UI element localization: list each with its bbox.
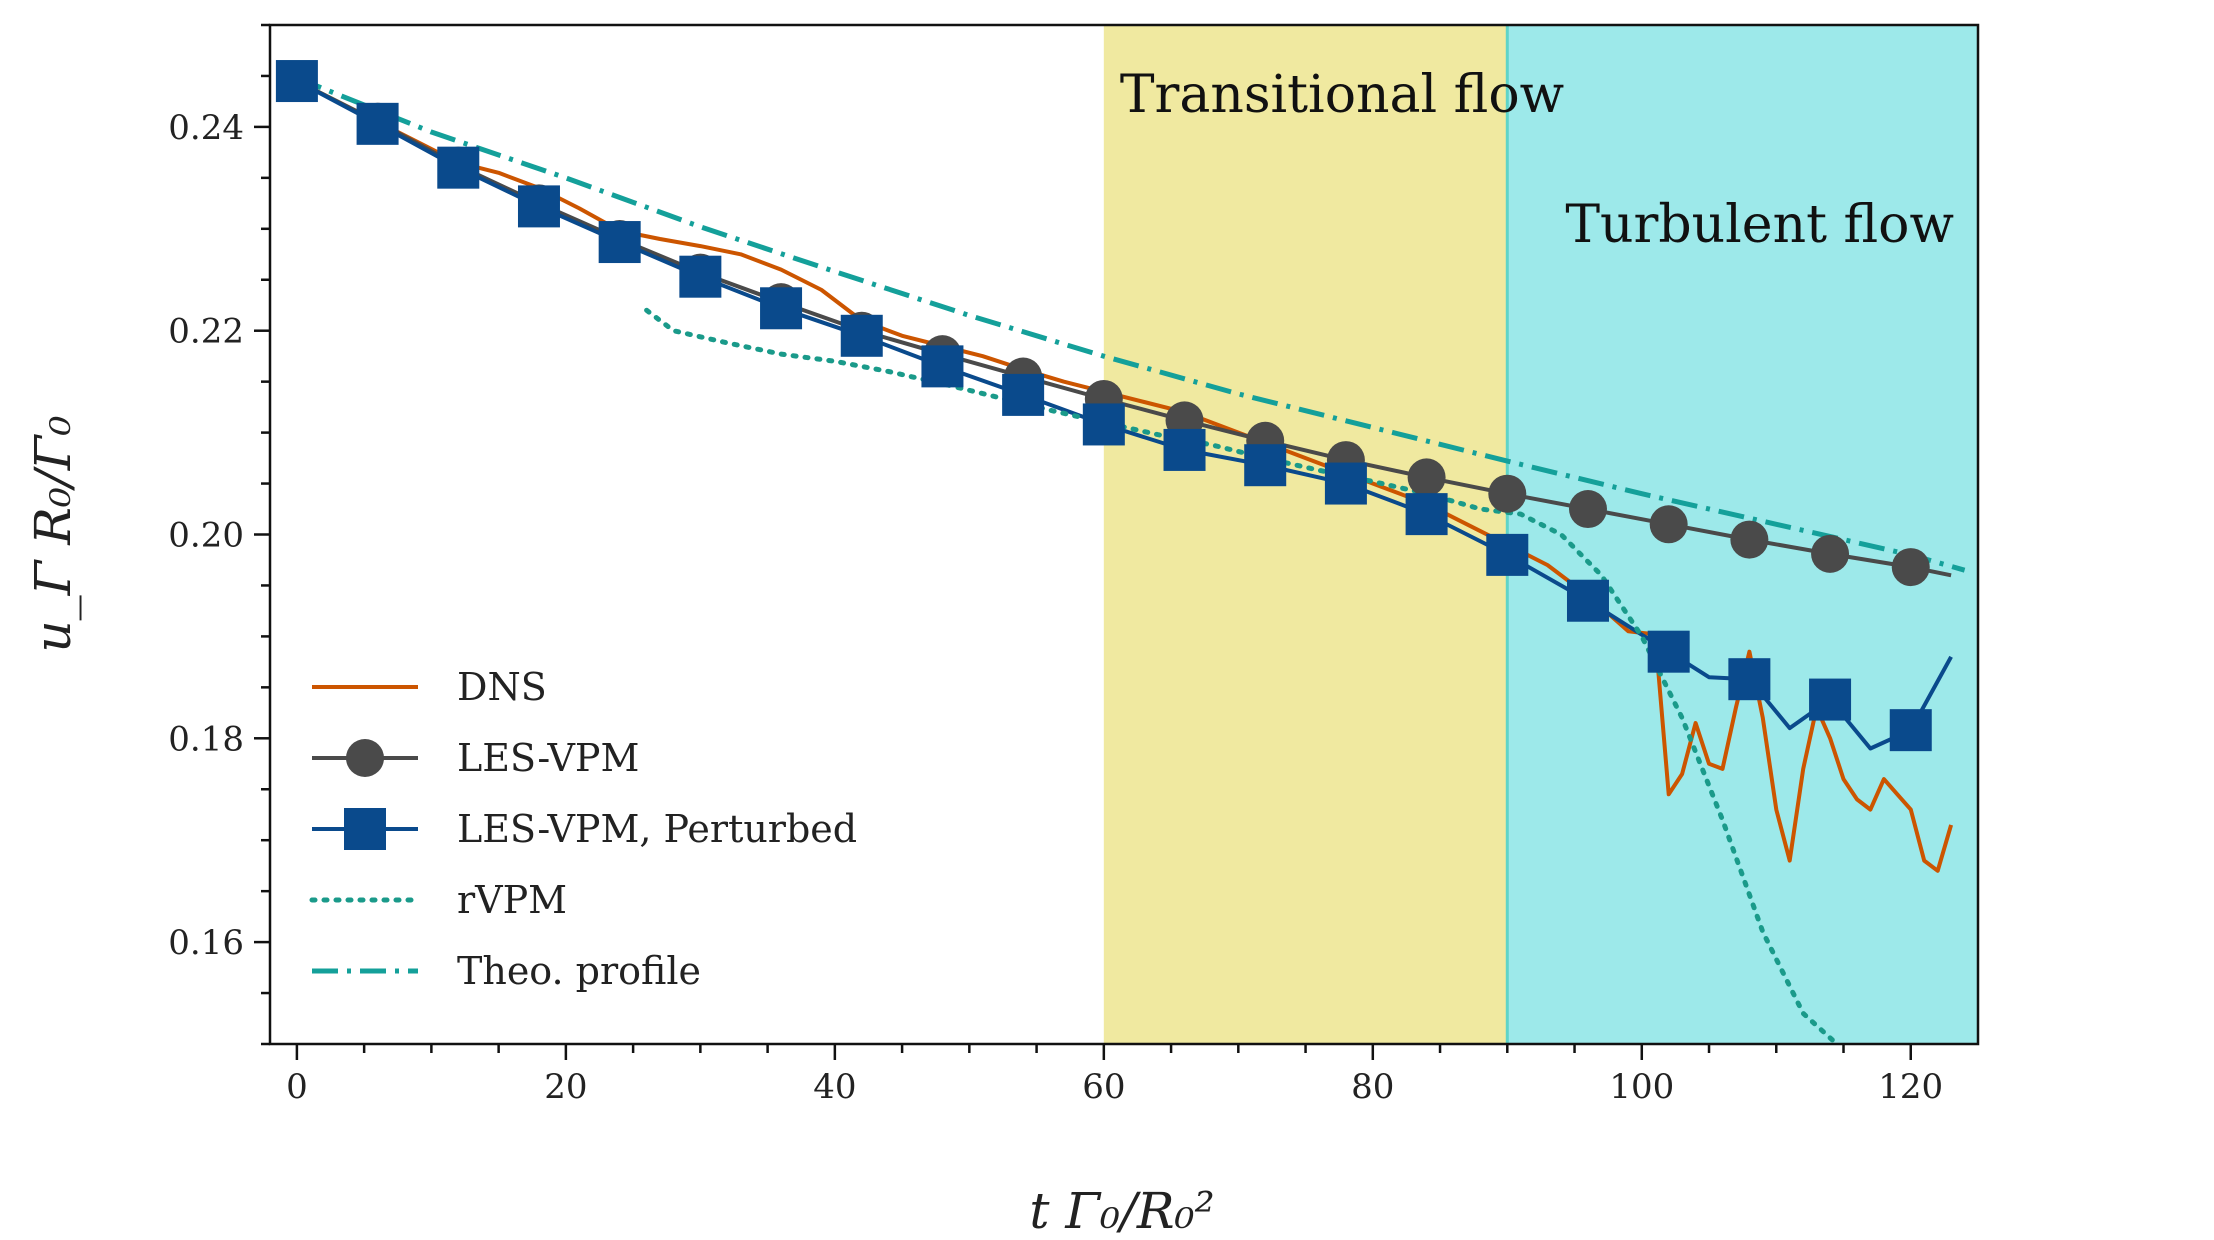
- data-point-les-vpm-perturbed: [840, 314, 883, 357]
- y-tick-label: 0.20: [168, 516, 244, 556]
- data-point-les-vpm: [1891, 548, 1930, 587]
- y-tick-label: 0.16: [168, 923, 244, 963]
- data-point-les-vpm: [1811, 534, 1850, 573]
- region-label-layer: Transitional flow Turbulent flow: [1120, 65, 1954, 255]
- tick-layer: [254, 23, 1913, 1060]
- x-tick-label: 100: [1609, 1067, 1674, 1107]
- x-tick-label: 60: [1082, 1067, 1125, 1107]
- y-tick-label: 0.18: [168, 719, 244, 759]
- region-layer: [1103, 25, 1978, 1044]
- legend-marker-les-vpm: [346, 739, 384, 777]
- legend-label-les-vpm: LES-VPM: [457, 736, 639, 780]
- x-tick-label: 0: [286, 1067, 308, 1107]
- series-line-rvpm: [644, 307, 1840, 1047]
- x-tick-label: 80: [1351, 1067, 1394, 1107]
- x-tick-label: 120: [1878, 1067, 1943, 1107]
- data-point-les-vpm-perturbed: [760, 287, 803, 330]
- data-point-les-vpm: [1568, 490, 1607, 529]
- legend-label-theo-profile: Theo. profile: [457, 949, 701, 993]
- region-label-turbulent: Turbulent flow: [1565, 195, 1954, 255]
- tick-label-layer: 0 20 40 60 80 100 120 0.16 0.18 0.20 0.2…: [168, 108, 1943, 1107]
- data-point-les-vpm-perturbed: [1647, 630, 1690, 673]
- data-point-les-vpm-perturbed: [921, 345, 964, 388]
- y-axis-label: u_Γ R₀/Γ₀: [24, 415, 82, 652]
- series-line-theo-profile: [295, 75, 1966, 573]
- data-point-les-vpm-perturbed: [598, 221, 641, 264]
- series-layer: [275, 60, 1966, 1047]
- data-point-les-vpm: [1407, 458, 1446, 497]
- y-tick-label: 0.24: [168, 108, 244, 148]
- legend-label-rvpm: rVPM: [457, 878, 567, 922]
- data-point-les-vpm: [1488, 474, 1527, 513]
- region-label-transitional: Transitional flow: [1120, 65, 1564, 125]
- data-point-les-vpm-perturbed: [1324, 462, 1367, 505]
- x-tick-label: 40: [813, 1067, 856, 1107]
- legend-marker-les-vpm-perturbed: [344, 808, 386, 850]
- legend-label-dns: DNS: [457, 665, 547, 709]
- series-line-les-vpm: [295, 79, 1952, 578]
- data-point-les-vpm-perturbed: [1244, 444, 1287, 487]
- legend-label-les-vpm-perturbed: LES-VPM, Perturbed: [457, 807, 857, 851]
- y-tick-label: 0.22: [168, 312, 244, 352]
- x-axis-label: t Γ₀/R₀²: [1029, 1182, 1214, 1240]
- data-point-les-vpm-perturbed: [1566, 579, 1609, 622]
- data-point-les-vpm-perturbed: [356, 102, 399, 145]
- data-point-les-vpm-perturbed: [1809, 678, 1852, 721]
- data-point-les-vpm-perturbed: [275, 60, 318, 103]
- data-point-les-vpm-perturbed: [1486, 533, 1529, 576]
- data-point-les-vpm-perturbed: [1002, 373, 1045, 416]
- data-point-les-vpm-perturbed: [1082, 403, 1125, 446]
- data-point-les-vpm-perturbed: [1163, 428, 1206, 471]
- data-point-les-vpm: [1649, 505, 1688, 544]
- data-point-les-vpm-perturbed: [1405, 493, 1448, 536]
- legend: [309, 685, 421, 974]
- data-point-les-vpm-perturbed: [517, 185, 560, 228]
- data-point-les-vpm-perturbed: [679, 255, 722, 298]
- x-tick-label: 20: [544, 1067, 587, 1107]
- data-point-les-vpm-perturbed: [1889, 709, 1932, 752]
- legend-label-layer: DNS LES-VPM LES-VPM, Perturbed rVPM Theo…: [457, 665, 857, 993]
- data-point-les-vpm: [1730, 520, 1769, 559]
- data-point-les-vpm-perturbed: [437, 146, 480, 189]
- data-point-les-vpm-perturbed: [1728, 658, 1771, 701]
